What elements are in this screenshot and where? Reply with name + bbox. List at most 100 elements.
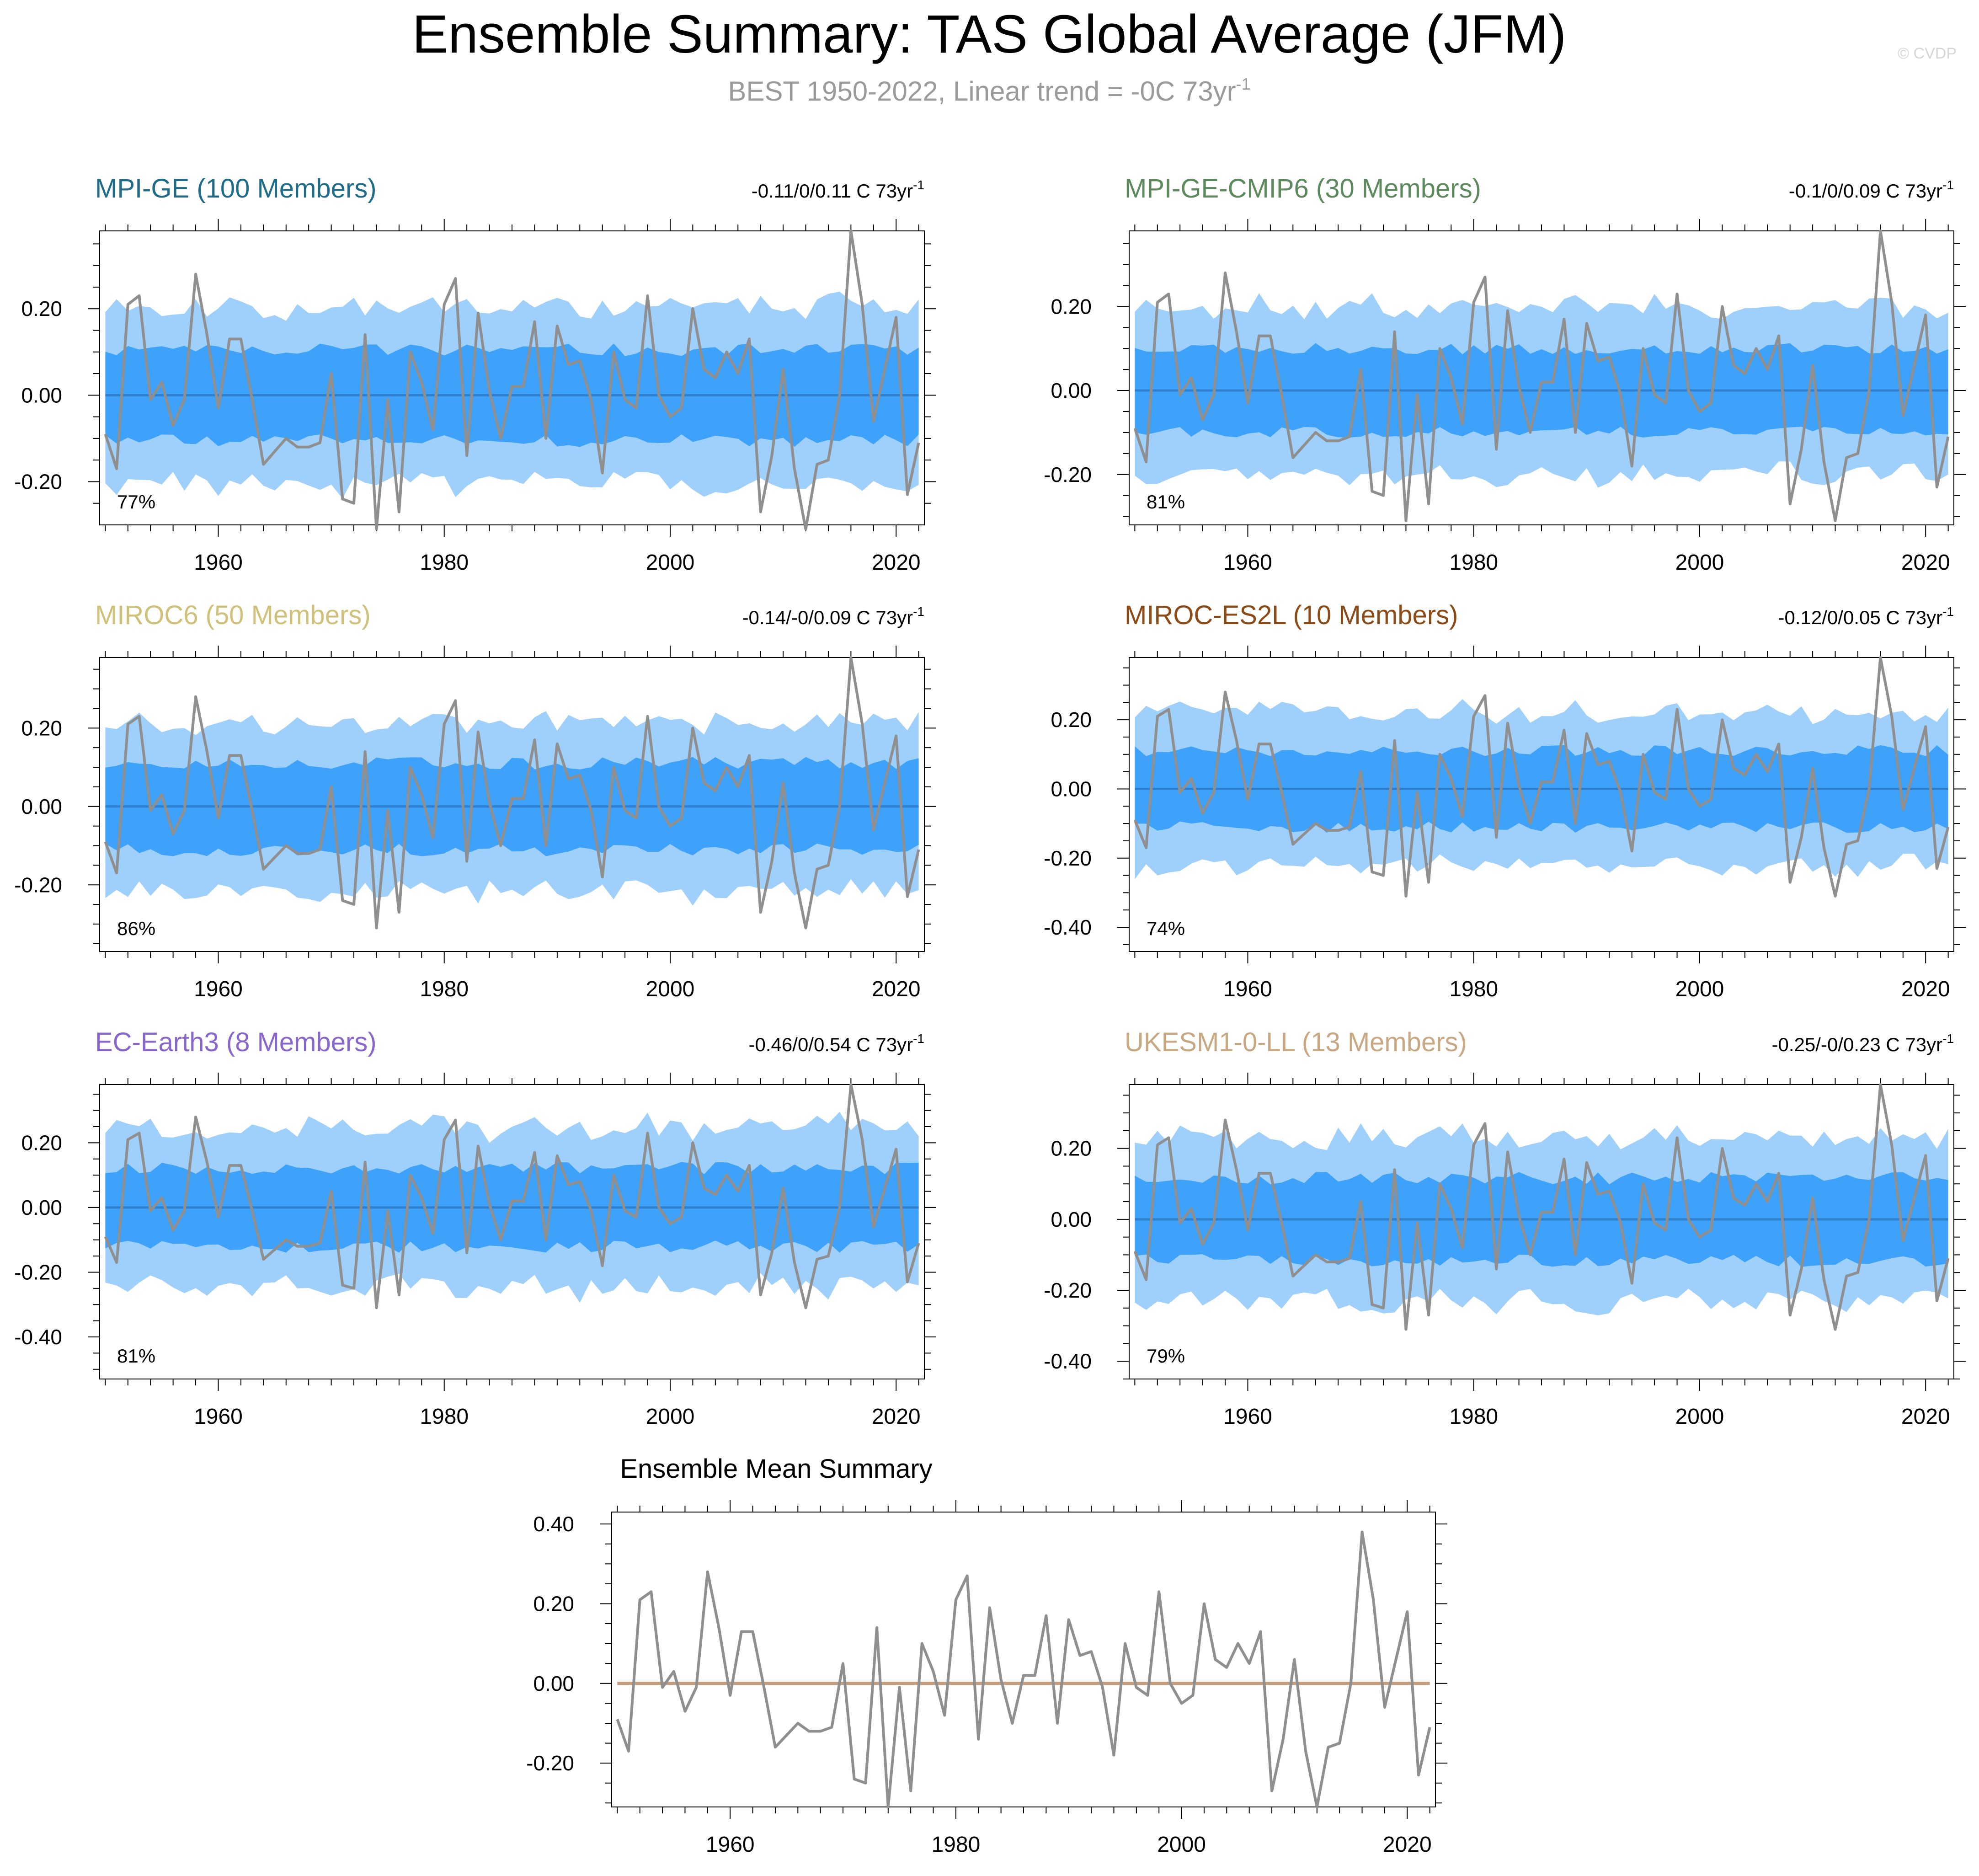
panel-miroc-es2l-trend: -0.12/0/0.05 C 73yr-1 xyxy=(1778,604,1954,628)
panel-ec-earth3-ytick-label: -0.40 xyxy=(14,1325,62,1349)
panel-ensemble-mean-xtick-label: 1960 xyxy=(706,1833,755,1857)
panel-ec-earth3-xtick-label: 2000 xyxy=(646,1405,695,1429)
panel-mpi-ge-cmip6-observed-line xyxy=(1133,230,1950,522)
panel-mpi-ge-ytick-label: 0.00 xyxy=(21,383,62,407)
panel-miroc-es2l-trend-sup: -1 xyxy=(1942,604,1954,619)
panel-ukesm1-0-ll-ytick-label: -0.20 xyxy=(1044,1278,1092,1302)
panel-mpi-ge-cmip6-trend-sup: -1 xyxy=(1942,178,1954,192)
panel-miroc6-title: MIROC6 (50 Members) xyxy=(95,600,371,630)
panel-ukesm1-0-ll-trend-text: -0.25/-0/0.23 C 73yr xyxy=(1772,1034,1943,1055)
panel-miroc-es2l-ytick-label: 0.00 xyxy=(1051,777,1092,801)
panel-ukesm1-0-ll-xtick-label: 1980 xyxy=(1449,1405,1498,1429)
panel-mpi-ge-xtick-label: 1960 xyxy=(194,551,243,575)
panel-ec-earth3-trend-text: -0.46/0/0.54 C 73yr xyxy=(749,1034,913,1055)
panel-ukesm1-0-ll-xtick-label: 2020 xyxy=(1901,1405,1950,1429)
panel-miroc6-percent: 86% xyxy=(117,918,155,939)
panel-miroc-es2l-percent: 74% xyxy=(1147,918,1185,939)
figure-subtitle: BEST 1950-2022, Linear trend = -0C 73yr-… xyxy=(728,75,1250,107)
panel-mpi-ge-cmip6-title: MPI-GE-CMIP6 (30 Members) xyxy=(1125,174,1481,203)
panel-miroc-es2l-observed-line xyxy=(1133,656,1950,898)
panel-ukesm1-0-ll-xtick-label: 1960 xyxy=(1223,1405,1272,1429)
panel-ensemble-mean-ytick-label: 0.00 xyxy=(533,1672,574,1695)
panel-mpi-ge-cmip6-ytick-label: 0.20 xyxy=(1051,294,1092,318)
panel-miroc6-xtick-label: 2020 xyxy=(872,977,921,1001)
panel-ukesm1-0-ll-ytick-label: 0.20 xyxy=(1051,1137,1092,1160)
panel-ec-earth3-percent: 81% xyxy=(117,1345,155,1367)
panel-miroc-es2l-ytick-label: -0.20 xyxy=(1044,846,1092,870)
panel-ukesm1-0-ll-title: UKESM1-0-LL (13 Members) xyxy=(1125,1027,1467,1057)
panel-ensemble-mean-title: Ensemble Mean Summary xyxy=(620,1454,932,1484)
panel-mpi-ge-title: MPI-GE (100 Members) xyxy=(95,174,377,203)
panel-ukesm1-0-ll-ytick-label: 0.00 xyxy=(1051,1208,1092,1231)
panel-miroc-es2l-xtick-label: 1960 xyxy=(1223,977,1272,1001)
panel-mpi-ge-cmip6-ytick-label: 0.00 xyxy=(1051,379,1092,402)
panel-ensemble-mean-ytick-label: 0.20 xyxy=(533,1592,574,1615)
panel-mpi-ge-cmip6-xtick-label: 2000 xyxy=(1675,551,1724,575)
panel-mpi-ge-cmip6-xtick-label: 1980 xyxy=(1449,551,1498,575)
panel-mpi-ge-cmip6: 1960 1980 2000 2020 -0.20 0.00 0.20 MPI-GE-CMIP… xyxy=(1044,174,1966,575)
panel-ukesm1-0-ll-trend-sup: -1 xyxy=(1942,1032,1954,1046)
panel-ensemble-mean-ytick-label: 0.40 xyxy=(533,1512,574,1536)
panel-miroc-es2l-trend-text: -0.12/0/0.05 C 73yr xyxy=(1778,607,1943,628)
panel-mpi-ge-xtick-label: 1980 xyxy=(420,551,469,575)
panel-ec-earth3-ytick-label: -0.20 xyxy=(14,1260,62,1284)
panel-ensemble-mean: 1960 1980 2000 2020 -0.20 0.00 0.20 0.40 Ensembl… xyxy=(526,1454,1447,1857)
panel-miroc6-xtick-label: 2000 xyxy=(646,977,695,1001)
panel-ukesm1-0-ll-percent: 79% xyxy=(1147,1345,1185,1367)
panel-mpi-ge-trend: -0.11/0/0.11 C 73yr-1 xyxy=(752,178,924,202)
figure-subtitle-sup: -1 xyxy=(1236,75,1251,93)
panel-ec-earth3-xtick-label: 1960 xyxy=(194,1405,243,1429)
panel-ec-earth3-xtick-label: 1980 xyxy=(420,1405,469,1429)
panel-ec-earth3-title: EC-Earth3 (8 Members) xyxy=(95,1027,377,1057)
panel-ukesm1-0-ll-trend: -0.25/-0/0.23 C 73yr-1 xyxy=(1772,1032,1954,1055)
panel-ec-earth3-ytick-label: 0.00 xyxy=(21,1196,62,1219)
panel-mpi-ge-observed-line xyxy=(104,230,920,531)
panel-miroc6-trend-sup: -1 xyxy=(913,604,924,619)
panel-miroc6: 1960 1980 2000 2020 -0.20 0.00 0.20 MIROC6 (50 … xyxy=(14,600,936,1001)
panel-ec-earth3: 1960 1980 2000 2020 -0.40 -0.20 0.00 0.20 EC-Ear… xyxy=(14,1027,936,1429)
panel-miroc6-observed-line xyxy=(104,656,920,930)
panel-ensemble-mean-ytick-label: -0.20 xyxy=(526,1751,574,1775)
panel-miroc-es2l-ytick-label: 0.20 xyxy=(1051,708,1092,732)
panel-mpi-ge: 1960 1980 2000 2020 -0.20 0.00 0.20 MPI-GE (100… xyxy=(14,174,936,575)
panel-mpi-ge-trend-sup: -1 xyxy=(913,178,924,192)
panel-miroc6-ytick-label: 0.20 xyxy=(21,716,62,740)
panel-ec-earth3-trend-sup: -1 xyxy=(913,1032,924,1046)
panel-miroc-es2l-xtick-label: 1980 xyxy=(1449,977,1498,1001)
panel-ukesm1-0-ll: 1960 1980 2000 2020 -0.40 -0.20 0.00 0.20 UKESM1… xyxy=(1044,1027,1966,1429)
panel-mpi-ge-cmip6-xtick-label: 2020 xyxy=(1901,551,1950,575)
panel-mpi-ge-xtick-label: 2020 xyxy=(872,551,921,575)
panel-ec-earth3-ytick-label: 0.20 xyxy=(21,1131,62,1154)
panel-mpi-ge-trend-text: -0.11/0/0.11 C 73yr xyxy=(752,180,913,202)
panel-ensemble-mean-xtick-label: 1980 xyxy=(931,1833,980,1857)
panel-mpi-ge-cmip6-ytick-label: -0.20 xyxy=(1044,463,1092,486)
panel-ec-earth3-trend: -0.46/0/0.54 C 73yr-1 xyxy=(749,1032,924,1055)
panel-miroc-es2l-ytick-label: -0.40 xyxy=(1044,915,1092,939)
panel-miroc-es2l: 1960 1980 2000 2020 -0.40 -0.20 0.00 0.20 MIROC-… xyxy=(1044,600,1966,1001)
panel-ec-earth3-xtick-label: 2020 xyxy=(872,1405,921,1429)
figure-title: Ensemble Summary: TAS Global Average (JF… xyxy=(412,4,1567,64)
panel-mpi-ge-ytick-label: 0.20 xyxy=(21,297,62,321)
panels-container: 1960 1980 2000 2020 -0.20 0.00 0.20 MPI-GE (100… xyxy=(14,174,1966,1857)
panel-ukesm1-0-ll-xtick-label: 2000 xyxy=(1675,1405,1724,1429)
panel-mpi-ge-cmip6-trend-text: -0.1/0/0.09 C 73yr xyxy=(1789,180,1942,202)
panel-ukesm1-0-ll-ytick-label: -0.40 xyxy=(1044,1349,1092,1373)
panel-miroc-es2l-xtick-label: 2000 xyxy=(1675,977,1724,1001)
panel-ukesm1-0-ll-observed-line xyxy=(1133,1083,1950,1331)
panel-miroc6-trend: -0.14/-0/0.09 C 73yr-1 xyxy=(742,604,924,628)
panel-ec-earth3-observed-line xyxy=(104,1083,920,1309)
panel-ensemble-mean-xtick-label: 2020 xyxy=(1383,1833,1432,1857)
panel-miroc6-ytick-label: 0.00 xyxy=(21,795,62,818)
watermark: © CVDP xyxy=(1898,45,1957,62)
panel-miroc6-xtick-label: 1980 xyxy=(420,977,469,1001)
panel-miroc6-trend-text: -0.14/-0/0.09 C 73yr xyxy=(742,607,913,628)
panel-mpi-ge-cmip6-percent: 81% xyxy=(1147,491,1185,513)
figure-subtitle-text: BEST 1950-2022, Linear trend = -0C 73yr xyxy=(728,76,1236,107)
panel-miroc6-xtick-label: 1960 xyxy=(194,977,243,1001)
panel-miroc-es2l-xtick-label: 2020 xyxy=(1901,977,1950,1001)
panel-ensemble-mean-observed-line xyxy=(616,1530,1431,1808)
panel-mpi-ge-percent: 77% xyxy=(117,491,155,513)
panel-mpi-ge-cmip6-trend: -0.1/0/0.09 C 73yr-1 xyxy=(1789,178,1954,202)
